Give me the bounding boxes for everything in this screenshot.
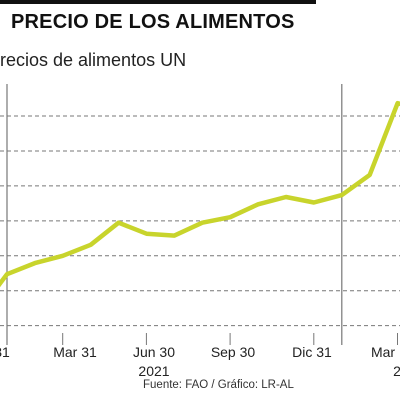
series-line-0 — [0, 100, 400, 288]
series-layer — [0, 100, 400, 288]
x-tick-label-3: Sep 30 — [211, 344, 256, 360]
year-label-1: 2 — [393, 363, 400, 379]
x-tick-label-0: 31 — [0, 344, 10, 360]
x-tick-label-2: Jun 30 — [133, 344, 175, 360]
x-tick-label-1: Mar 31 — [53, 344, 97, 360]
chart-title: PRECIO DE LOS ALIMENTOS — [11, 11, 295, 33]
source-note: Fuente: FAO / Gráfico: LR-AL — [143, 379, 294, 391]
year-label-0: 2021 — [138, 363, 169, 379]
title-rule — [0, 0, 316, 4]
year-dividers — [6, 84, 343, 345]
x-tick-label-5: Mar — [371, 344, 395, 360]
x-tick-label-4: Dic 31 — [292, 344, 332, 360]
gridlines — [0, 115, 400, 327]
chart-subtitle: recios de alimentos UN — [0, 50, 187, 70]
x-axis-ticks: 31 Mar 31 Jun 30 Sep 30 Dic 31 Mar 2021 2 — [0, 333, 400, 379]
